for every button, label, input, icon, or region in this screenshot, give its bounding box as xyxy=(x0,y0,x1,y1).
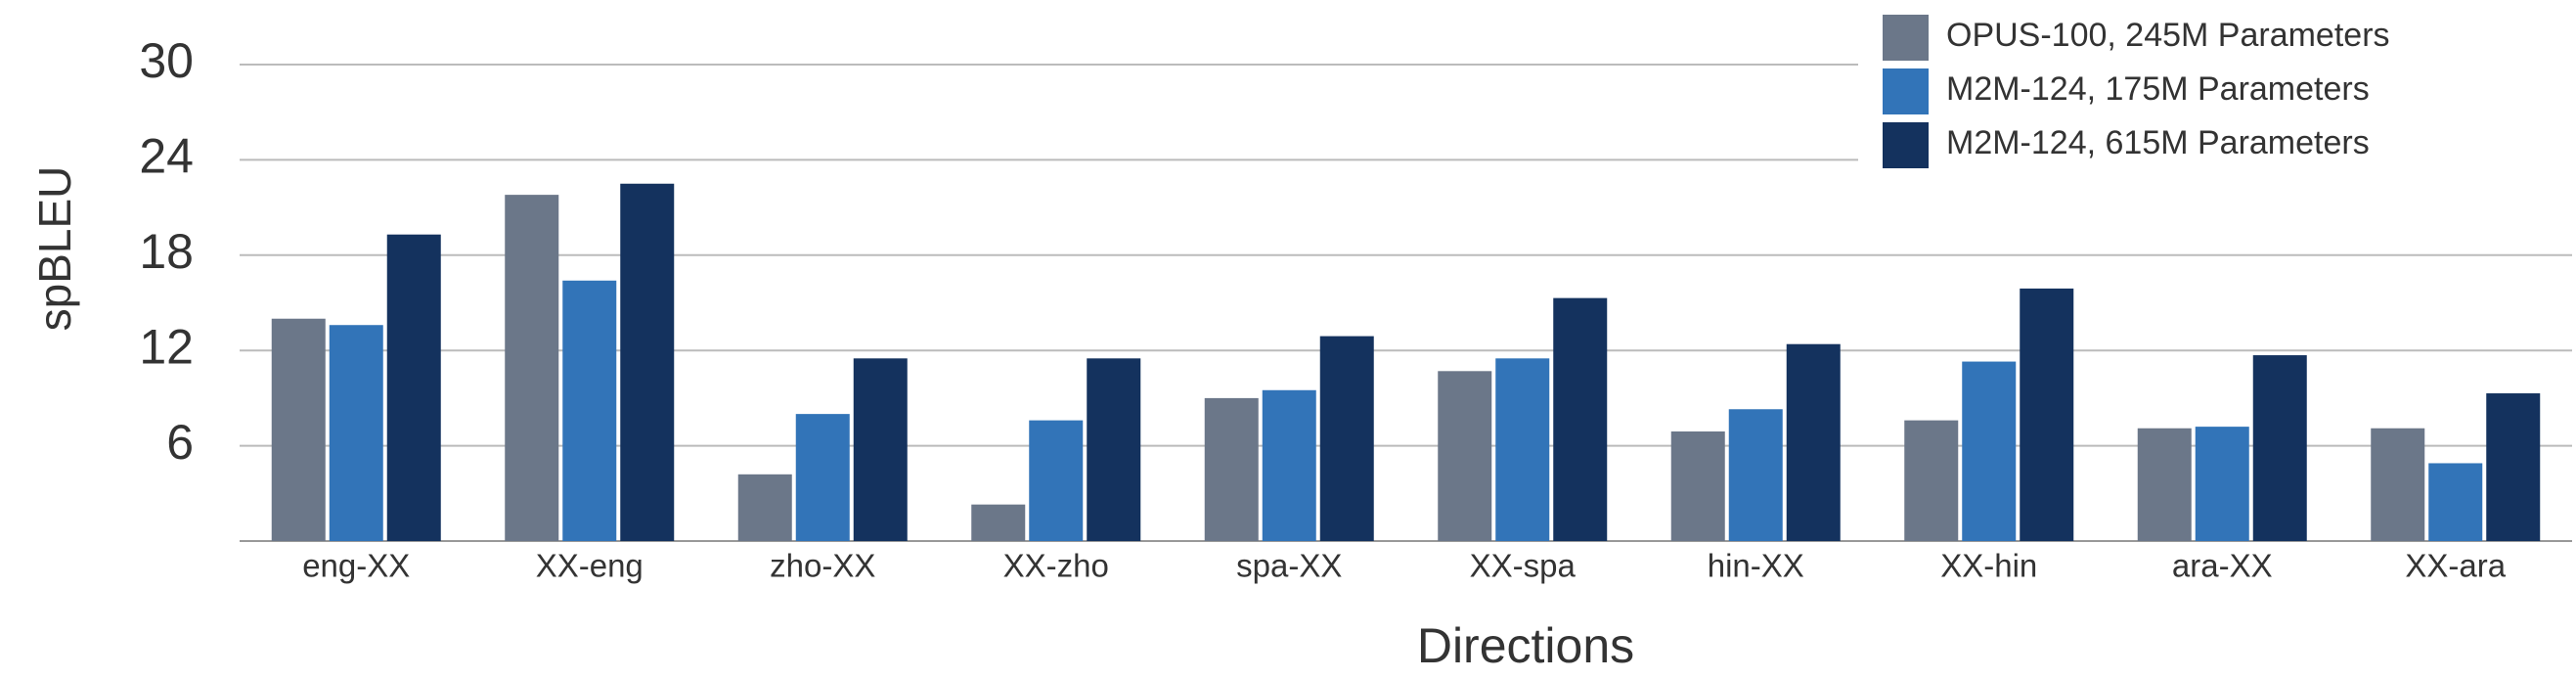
legend-label: M2M-124, 175M Parameters xyxy=(1946,70,2370,108)
x-tick-label: ara-XX xyxy=(2172,548,2273,584)
bar xyxy=(1495,358,1550,541)
bar xyxy=(1728,409,1783,541)
bar xyxy=(2020,288,2074,541)
bar xyxy=(2371,428,2425,541)
legend-label: OPUS-100, 245M Parameters xyxy=(1946,17,2390,54)
x-tick-label: zho-XX xyxy=(770,548,875,584)
bar xyxy=(1204,397,1259,541)
bar xyxy=(1904,420,1959,541)
bar xyxy=(1029,420,1084,541)
bar xyxy=(853,358,908,541)
bar xyxy=(562,280,617,541)
y-tick-label: 12 xyxy=(139,319,194,374)
x-tick-label: XX-spa xyxy=(1470,548,1577,584)
bar xyxy=(737,474,792,541)
legend-background xyxy=(1858,0,2576,176)
x-tick-label: spa-XX xyxy=(1236,548,1342,584)
bar xyxy=(620,183,675,541)
bar xyxy=(2137,428,2192,541)
bar xyxy=(1319,336,1374,541)
x-axis-title: Directions xyxy=(1417,618,1634,673)
x-tick-label: hin-XX xyxy=(1708,548,1804,584)
x-tick-label: XX-eng xyxy=(536,548,644,584)
bar xyxy=(1438,371,1492,541)
bar xyxy=(1670,430,1725,541)
y-tick-label: 30 xyxy=(139,33,194,88)
bar xyxy=(1553,297,1608,541)
y-tick-label: 24 xyxy=(139,129,194,184)
legend-swatch xyxy=(1883,15,1929,61)
bar xyxy=(971,504,1026,541)
bar xyxy=(386,234,441,542)
x-tick-label: XX-ara xyxy=(2405,548,2506,584)
bar xyxy=(2428,463,2483,541)
bar xyxy=(795,414,850,541)
y-tick-label: 18 xyxy=(139,224,194,279)
x-tick-label: XX-hin xyxy=(1940,548,2037,584)
x-tick-label: XX-zho xyxy=(1003,548,1109,584)
bar xyxy=(329,325,383,541)
bar xyxy=(1962,361,2017,541)
y-axis-title: spBLEU xyxy=(29,166,80,332)
bar xyxy=(2252,355,2307,541)
legend-swatch xyxy=(1883,68,1929,114)
bar xyxy=(505,195,559,541)
bar xyxy=(271,318,326,541)
x-tick-label: eng-XX xyxy=(302,548,410,584)
legend-swatch xyxy=(1883,122,1929,168)
bar xyxy=(2195,427,2249,541)
bar xyxy=(1786,343,1841,541)
bar xyxy=(1087,358,1141,541)
bar xyxy=(2486,393,2541,541)
y-tick-label: 6 xyxy=(166,415,194,470)
bar xyxy=(1262,389,1316,541)
legend-label: M2M-124, 615M Parameters xyxy=(1946,124,2370,161)
